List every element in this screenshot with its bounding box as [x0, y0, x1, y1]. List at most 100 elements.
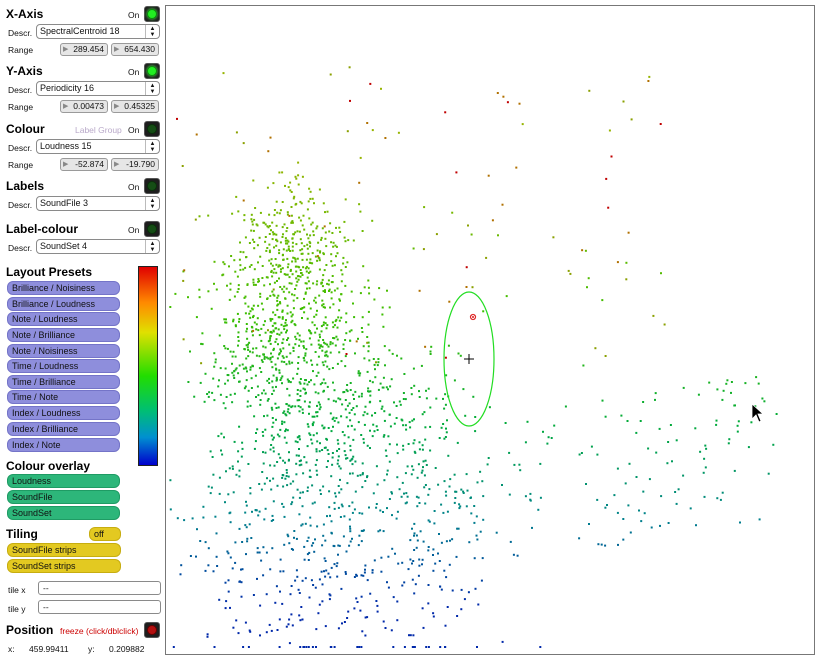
colour-range-min[interactable]: ▶ -52.874 [60, 158, 108, 171]
freeze-toggle[interactable] [144, 622, 160, 638]
data-point [421, 558, 424, 561]
data-point [232, 320, 235, 323]
label-colour-toggle[interactable] [144, 221, 160, 237]
preset-button[interactable]: Brilliance / Noisiness [7, 281, 120, 295]
data-point [761, 397, 764, 400]
data-point [243, 348, 246, 351]
data-point [262, 389, 265, 392]
preset-button[interactable]: Brilliance / Loudness [7, 297, 120, 311]
data-point [268, 382, 271, 384]
preset-button[interactable]: Note / Noisiness [7, 344, 120, 358]
data-point [302, 472, 305, 475]
data-point [315, 411, 318, 414]
overlay-soundfile-button[interactable]: SoundFile [7, 490, 120, 504]
overlay-soundset-button[interactable]: SoundSet [7, 506, 120, 520]
data-point [284, 237, 287, 240]
data-point [251, 330, 253, 333]
data-point [391, 514, 393, 517]
data-point [330, 297, 333, 300]
data-point [434, 562, 437, 565]
data-point [324, 316, 327, 319]
data-point [404, 424, 407, 427]
tile-x-input[interactable]: -- [38, 581, 161, 595]
data-point [297, 174, 300, 177]
data-point [348, 505, 351, 508]
data-point [299, 406, 302, 409]
data-point [278, 264, 281, 267]
data-point [325, 327, 328, 330]
tile-y-input[interactable]: -- [38, 600, 161, 614]
data-point [214, 515, 217, 518]
data-point [362, 574, 365, 577]
data-point [274, 402, 277, 405]
data-point [433, 522, 436, 525]
x-axis-range-max[interactable]: ▶ 654.430 [111, 43, 159, 56]
labels-descr-dropdown[interactable]: SoundFile 3 ▲ ▼ [36, 196, 160, 211]
preset-button[interactable]: Index / Loudness [7, 406, 120, 420]
tiling-off-toggle[interactable]: off [89, 527, 121, 541]
data-point [202, 516, 205, 519]
x-axis-range-min[interactable]: ▶ 289.454 [60, 43, 108, 56]
data-point [301, 258, 304, 261]
data-point [299, 378, 302, 380]
y-axis-range-min[interactable]: ▶ 0.00473 [60, 100, 108, 113]
data-point [432, 612, 435, 615]
data-point [286, 266, 289, 269]
data-point [281, 420, 284, 423]
soundfile-strips-button[interactable]: SoundFile strips [7, 543, 121, 557]
data-point [344, 572, 347, 575]
preset-button[interactable]: Note / Brilliance [7, 328, 120, 342]
scatter-plot-svg[interactable] [166, 6, 814, 654]
data-point [302, 356, 305, 359]
data-point [245, 500, 247, 503]
x-axis-descr-dropdown[interactable]: SpectralCentroid 18 ▲ ▼ [36, 24, 160, 39]
data-point [304, 282, 307, 285]
colour-range-max[interactable]: ▶ -19.790 [111, 158, 159, 171]
overlay-loudness-button[interactable]: Loudness [7, 474, 120, 488]
soundset-strips-button[interactable]: SoundSet strips [7, 559, 121, 573]
y-axis-range-max[interactable]: ▶ 0.45325 [111, 100, 159, 113]
preset-button[interactable]: Note / Loudness [7, 312, 120, 326]
data-point [255, 323, 258, 326]
colour-toggle[interactable] [144, 121, 160, 137]
data-point [224, 407, 227, 410]
labels-led-icon [147, 181, 157, 191]
data-point [270, 360, 273, 363]
data-point [296, 372, 299, 375]
label-colour-descr-dropdown[interactable]: SoundSet 4 ▲ ▼ [36, 239, 160, 254]
data-point [294, 288, 297, 290]
colour-descr-dropdown[interactable]: Loudness 15 ▲ ▼ [36, 139, 160, 154]
selection-ellipse[interactable] [443, 291, 495, 427]
data-point [298, 230, 301, 233]
data-point [236, 290, 239, 293]
data-point [270, 271, 273, 273]
data-point [320, 570, 323, 573]
preset-button[interactable]: Index / Note [7, 438, 120, 452]
data-point [350, 458, 353, 461]
data-point [304, 292, 307, 295]
y-axis-descr-value: Periodicity 16 [40, 83, 95, 93]
labels-toggle[interactable] [144, 178, 160, 194]
data-point [325, 354, 328, 357]
data-point [309, 234, 312, 237]
data-point [444, 393, 447, 396]
preset-button[interactable]: Index / Brilliance [7, 422, 120, 436]
y-axis-toggle[interactable] [144, 63, 160, 79]
data-point [278, 435, 281, 438]
data-point [261, 471, 264, 473]
y-axis-descr-dropdown[interactable]: Periodicity 16 ▲ ▼ [36, 81, 160, 96]
x-axis-toggle[interactable] [144, 6, 160, 22]
data-point [270, 434, 273, 437]
data-point [291, 313, 294, 316]
data-point [300, 524, 303, 527]
preset-button[interactable]: Time / Loudness [7, 359, 120, 373]
preset-button[interactable]: Time / Brilliance [7, 375, 120, 389]
data-point [349, 339, 352, 342]
scatter-plot-canvas[interactable] [165, 5, 815, 655]
data-point [629, 531, 632, 534]
data-point [371, 414, 373, 417]
preset-button[interactable]: Time / Note [7, 390, 120, 404]
data-point [313, 550, 316, 553]
data-point [321, 424, 324, 427]
data-point [315, 450, 318, 453]
